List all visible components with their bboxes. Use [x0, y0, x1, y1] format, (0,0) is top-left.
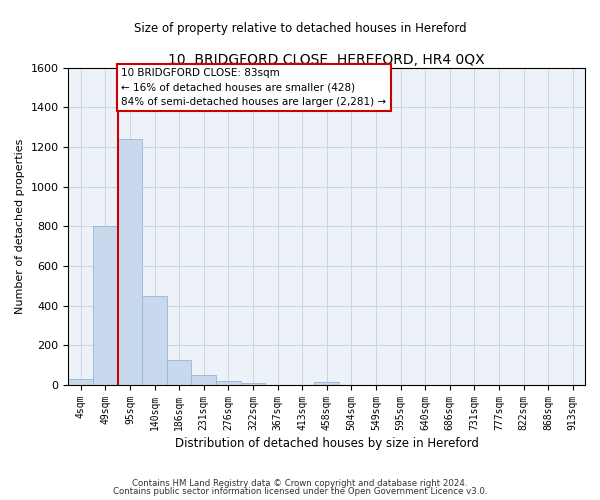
Bar: [241, 383, 265, 385]
Text: Size of property relative to detached houses in Hereford: Size of property relative to detached ho…: [134, 22, 466, 35]
Bar: [93, 226, 118, 385]
Bar: [314, 382, 339, 385]
Title: 10, BRIDGFORD CLOSE, HEREFORD, HR4 0QX: 10, BRIDGFORD CLOSE, HEREFORD, HR4 0QX: [169, 52, 485, 66]
Text: 10 BRIDGFORD CLOSE: 83sqm
← 16% of detached houses are smaller (428)
84% of semi: 10 BRIDGFORD CLOSE: 83sqm ← 16% of detac…: [121, 68, 386, 108]
Text: Contains public sector information licensed under the Open Government Licence v3: Contains public sector information licen…: [113, 487, 487, 496]
Bar: [167, 360, 191, 385]
Text: Contains HM Land Registry data © Crown copyright and database right 2024.: Contains HM Land Registry data © Crown c…: [132, 478, 468, 488]
Bar: [68, 379, 93, 385]
Bar: [191, 375, 216, 385]
X-axis label: Distribution of detached houses by size in Hereford: Distribution of detached houses by size …: [175, 437, 479, 450]
Bar: [216, 381, 241, 385]
Bar: [142, 296, 167, 385]
Bar: [118, 139, 142, 385]
Y-axis label: Number of detached properties: Number of detached properties: [15, 138, 25, 314]
